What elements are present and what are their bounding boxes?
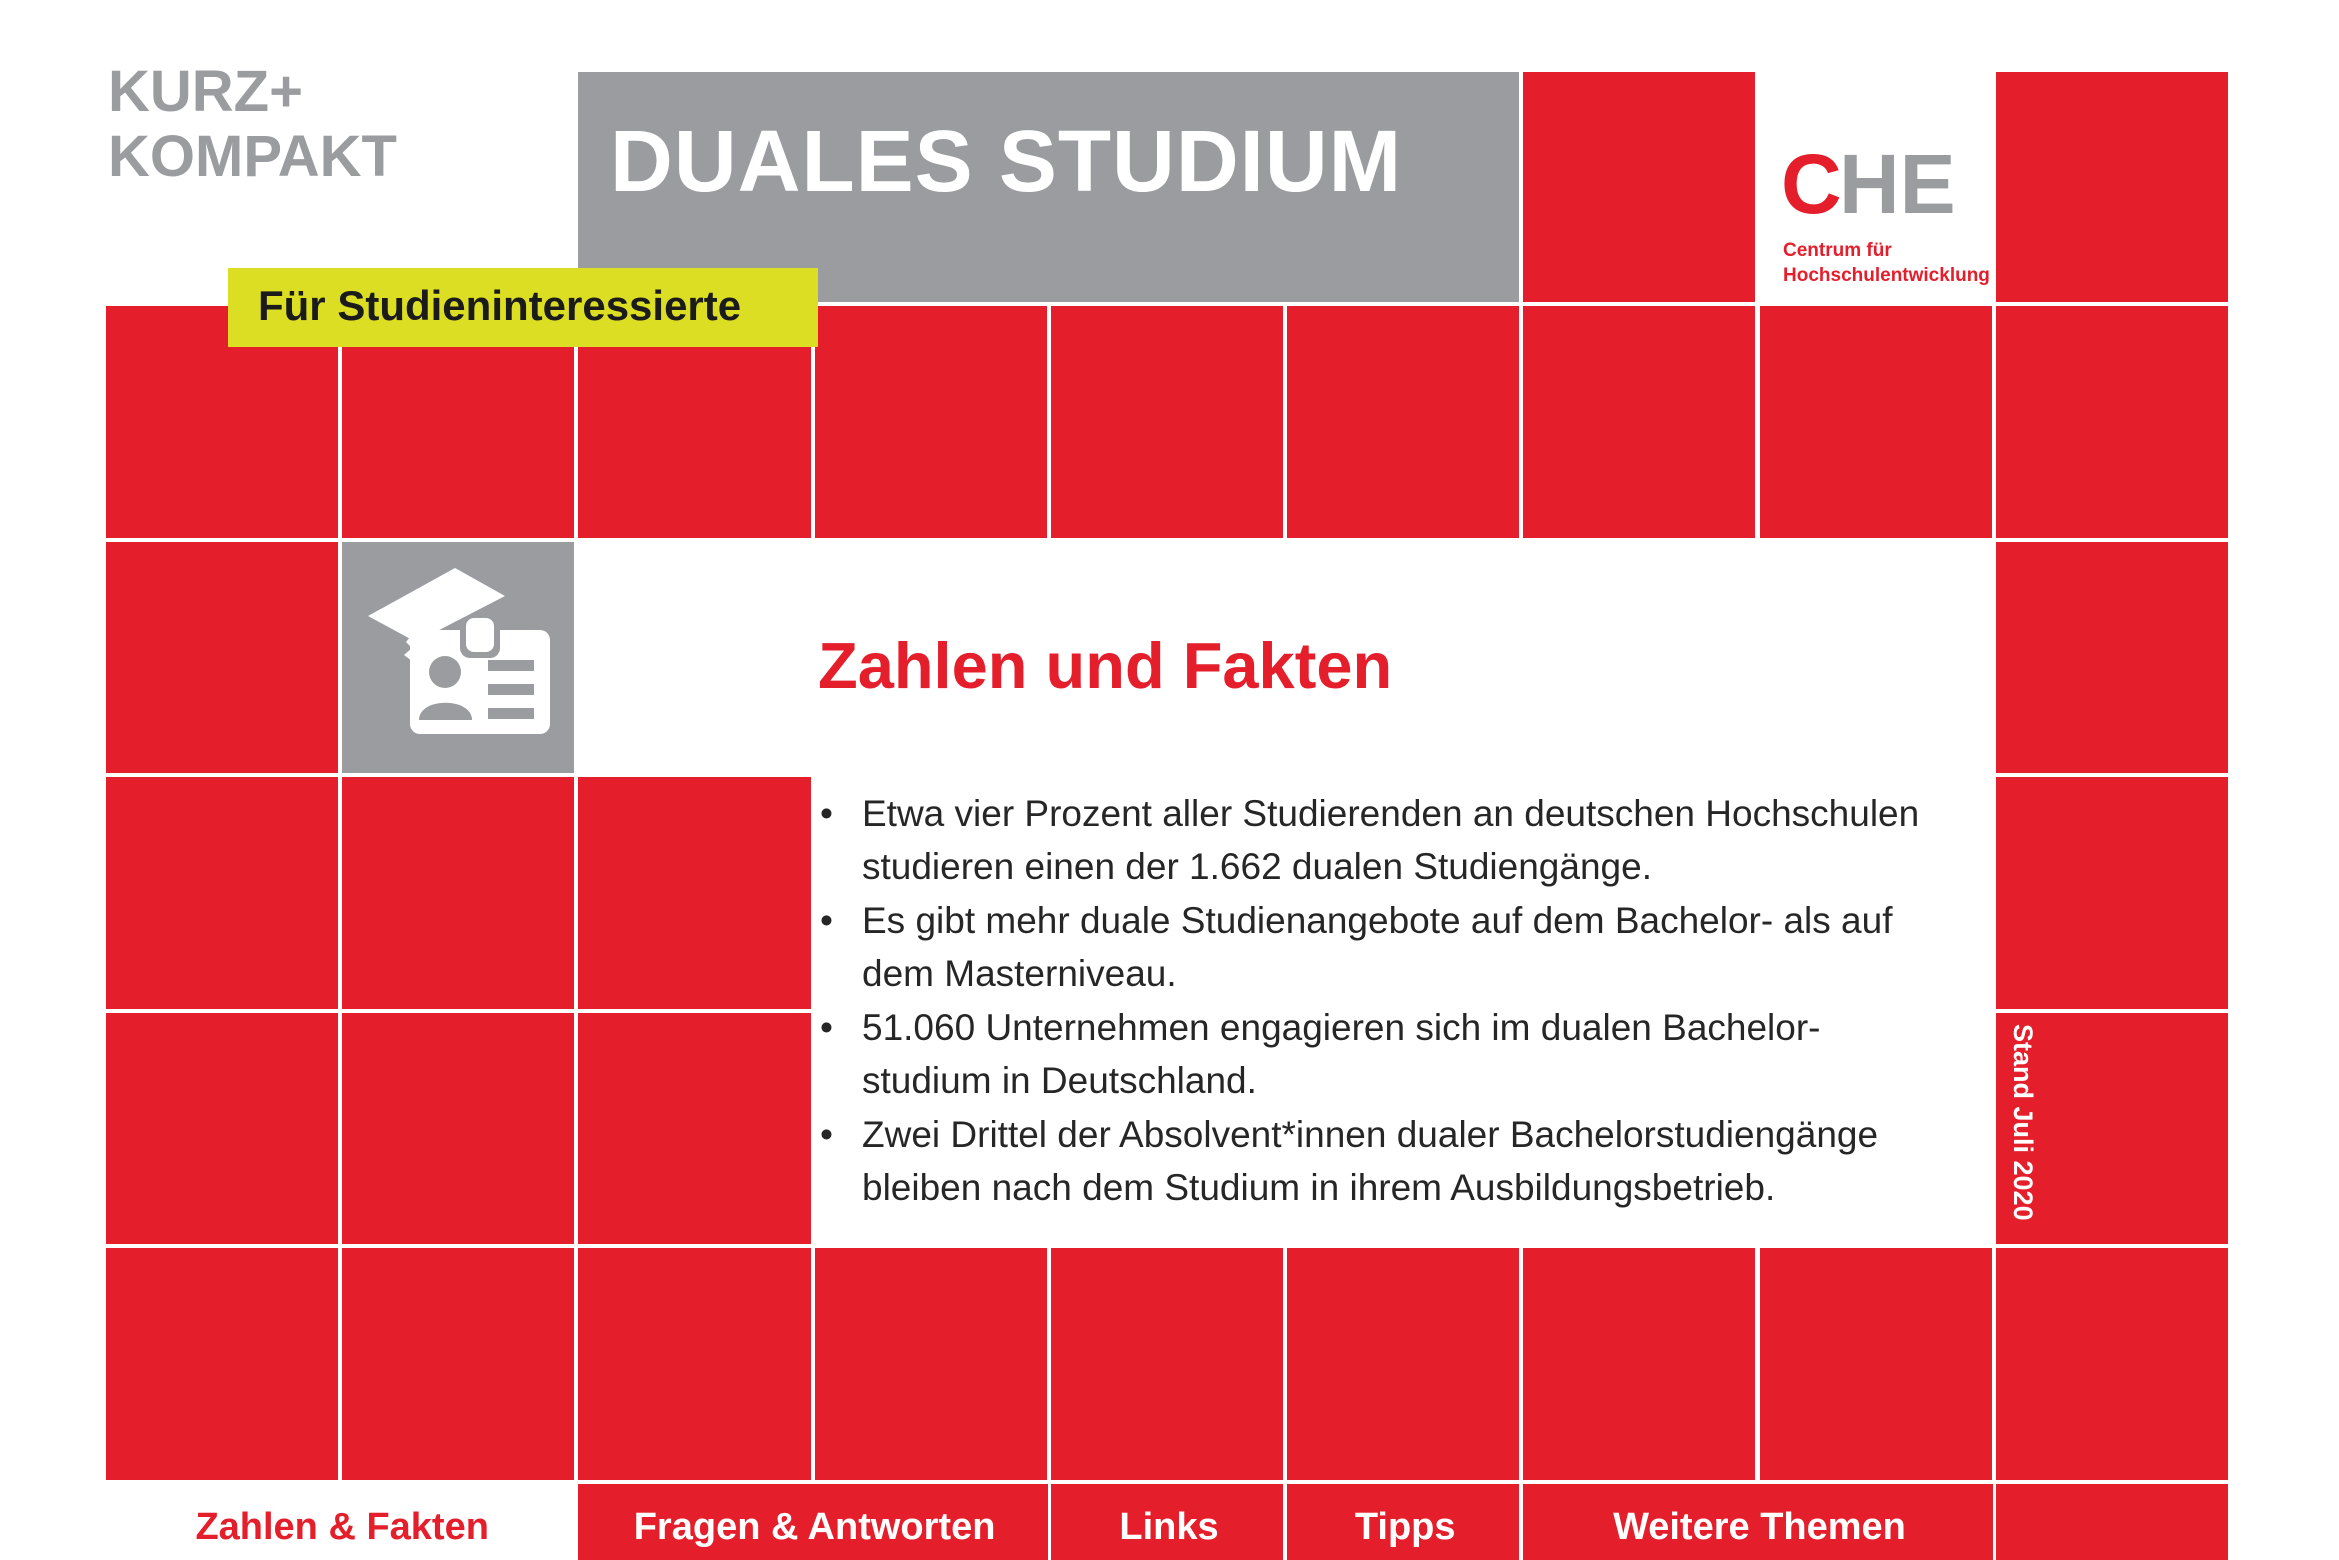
svg-text:C: C: [1781, 137, 1842, 231]
svg-text:HE: HE: [1839, 137, 1956, 231]
